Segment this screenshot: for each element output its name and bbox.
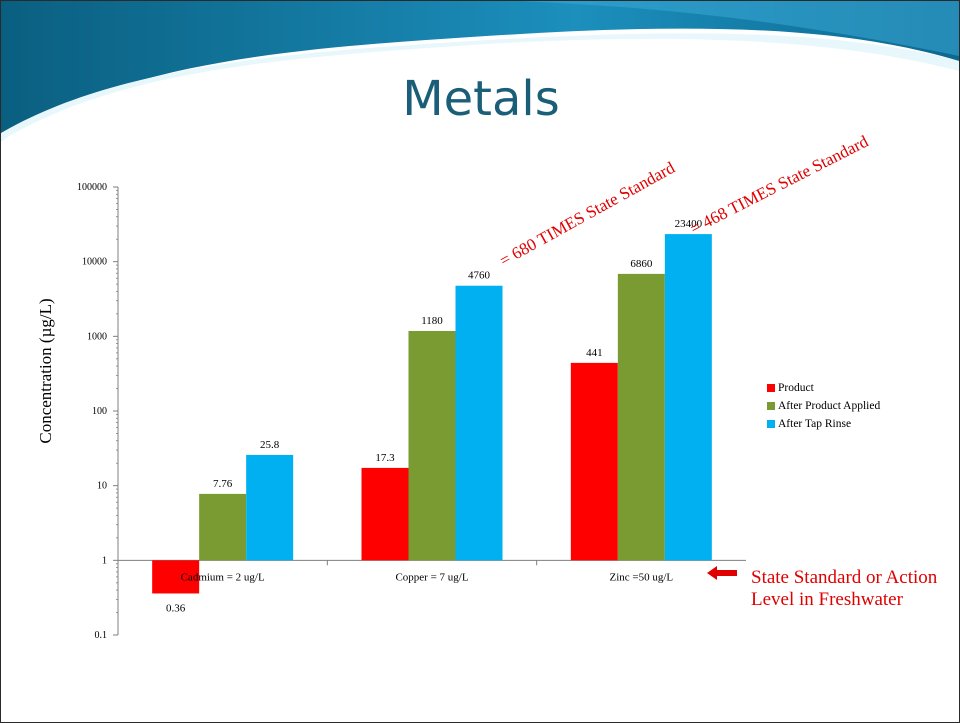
y-axis-label: Concentration (µg/L) (36, 298, 55, 444)
legend: Product After Product Applied After Tap … (767, 379, 880, 433)
legend-item-after-product-applied: After Product Applied (767, 397, 880, 415)
swoosh-dark (1, 1, 959, 141)
legend-swatch (767, 420, 775, 428)
bar (570, 362, 618, 561)
legend-label: After Tap Rinse (778, 418, 852, 430)
standard-note: State Standard or Action Level in Freshw… (751, 567, 938, 610)
data-label: 7.76 (213, 478, 233, 490)
y-tick-label: 100 (92, 406, 107, 417)
header-swoosh (1, 1, 959, 141)
plot-area: 0.1 1 10 100 1000 10000 100000 0.36 7.76 25.8 Cadm… (77, 182, 746, 641)
legend-label: Product (778, 382, 814, 394)
data-label: 441 (586, 347, 603, 359)
left-arrow-icon (707, 566, 737, 580)
legend-swatch (767, 402, 775, 410)
bar (664, 234, 712, 561)
bar (455, 285, 503, 561)
y-tick-label: 10 (97, 481, 107, 492)
y-tick-label: 1000 (87, 331, 107, 342)
y-tick-label: 100000 (77, 182, 107, 193)
x-tick-label: Copper = 7 ug/L (395, 571, 468, 583)
bar (617, 273, 665, 561)
y-tick-label: 1 (102, 555, 107, 566)
bar (246, 454, 294, 561)
data-label: 17.3 (375, 452, 395, 464)
legend-swatch (767, 384, 775, 392)
bar (361, 467, 409, 561)
data-label: 23400 (675, 218, 703, 230)
bar (199, 493, 247, 561)
bar (408, 330, 456, 561)
data-label: 4760 (468, 270, 491, 282)
x-tick-label: Cadmium = 2 ug/L (181, 571, 265, 583)
slide-title: Metals (402, 71, 560, 127)
bar (152, 560, 200, 594)
y-tick-label: 0.1 (95, 630, 108, 641)
swoosh-highlight (521, 1, 959, 56)
data-label: 1180 (421, 315, 443, 327)
legend-item-product: Product (767, 379, 880, 397)
data-label: 0.36 (166, 602, 186, 614)
data-label: 6860 (630, 258, 653, 270)
swoosh-light (1, 33, 959, 141)
legend-item-after-tap-rinse: After Tap Rinse (767, 415, 880, 433)
y-tick-label: 10000 (82, 257, 107, 268)
x-tick-label: Zinc =50 ug/L (610, 571, 674, 583)
data-label: 25.8 (260, 439, 280, 451)
legend-label: After Product Applied (778, 400, 881, 412)
